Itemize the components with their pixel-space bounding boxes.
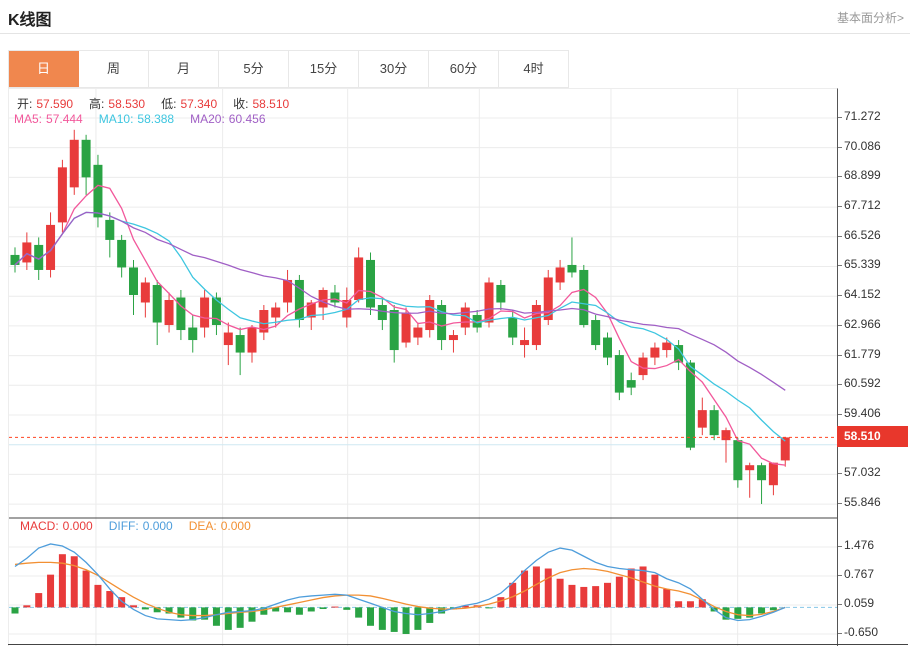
axis-tick-label: 66.526	[838, 227, 881, 242]
ohlc-legend: 开: 57.590 高: 58.530 低: 57.340 收: 58.510	[17, 95, 305, 112]
axis-tick-label: -0.650	[837, 624, 879, 639]
axis-tick-label: 0.767	[837, 567, 875, 581]
axis-tick-label: 68.899	[838, 168, 881, 183]
ohlc-legend-item: 开: 57.590	[17, 97, 74, 111]
axis-tick-label: 71.272	[838, 108, 881, 123]
axis-tick-label: 60.592	[838, 376, 881, 391]
axis-tick-label: 64.152	[838, 287, 881, 302]
macd-legend: MACD: 0.000 DIFF: 0.000 DEA: 0.000	[20, 519, 267, 533]
kline-chart-area[interactable]	[8, 88, 838, 646]
kline-chart-canvas[interactable]	[9, 89, 837, 646]
axis-tick-label: 65.339	[838, 257, 881, 272]
axis-tick-label: 57.032	[838, 465, 881, 480]
header-divider	[0, 33, 910, 34]
current-price-badge: 58.510	[837, 426, 908, 447]
macd-legend-item: DIFF: 0.000	[108, 519, 173, 533]
axis-tick-label: 55.846	[838, 495, 881, 510]
chart-bottom-border	[8, 644, 908, 645]
macd-legend-item: MACD: 0.000	[20, 519, 93, 533]
tab-周[interactable]: 周	[79, 51, 149, 87]
tab-月[interactable]: 月	[149, 51, 219, 87]
tab-30分[interactable]: 30分	[359, 51, 429, 87]
macd-legend-item: DEA: 0.000	[188, 519, 251, 533]
axis-tick-label: 67.712	[838, 198, 881, 213]
ohlc-legend-item: 低: 57.340	[161, 97, 218, 111]
tab-60分[interactable]: 60分	[429, 51, 499, 87]
tab-5分[interactable]: 5分	[219, 51, 289, 87]
ma-legend-item: MA10: 58.388	[98, 112, 175, 126]
period-tab-bar: 日周月 5分 15分 30分 60分 4时	[8, 50, 569, 88]
fundamental-analysis-link[interactable]: 基本面分析>	[836, 11, 904, 25]
page-title: K线图	[8, 12, 52, 29]
axis-tick-label: 59.406	[838, 405, 881, 420]
ma-legend: MA5: 57.444 MA10: 58.388 MA20: 60.456	[14, 112, 282, 126]
axis-tick-label: 61.779	[838, 346, 881, 361]
axis-tick-label: 1.476	[837, 538, 875, 552]
axis-tick-label: 62.966	[838, 316, 881, 331]
axis-tick-label: 70.086	[838, 138, 881, 153]
tab-15分[interactable]: 15分	[289, 51, 359, 87]
tab-日[interactable]: 日	[9, 51, 79, 87]
axis-tick-label: 0.059	[837, 595, 875, 610]
price-axis: 71.272 70.086 68.899 67.712 66.526 65.339 64.1…	[836, 88, 910, 645]
tab-4时[interactable]: 4时	[499, 51, 568, 87]
ma-legend-item: MA5: 57.444	[14, 112, 83, 126]
ohlc-legend-item: 收: 58.510	[233, 97, 290, 111]
ohlc-legend-item: 高: 58.530	[89, 97, 146, 111]
ma-legend-item: MA20: 60.456	[190, 112, 266, 126]
